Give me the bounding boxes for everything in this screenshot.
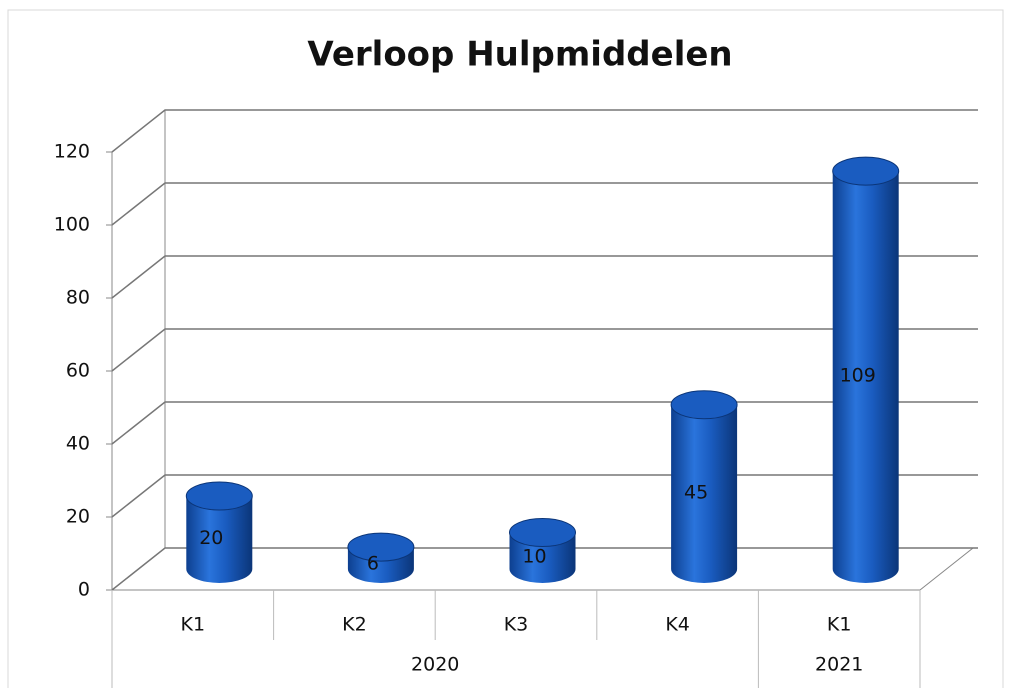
- bar-top: [347, 532, 415, 562]
- y-tick-label: 80: [66, 287, 90, 309]
- data-label: 20: [199, 527, 223, 549]
- x-tick-label: K1: [181, 614, 206, 636]
- y-tick-label: 120: [54, 141, 90, 163]
- grid-line: [111, 255, 978, 299]
- data-label: 45: [684, 481, 708, 503]
- grid-line: [111, 109, 978, 153]
- x-tick-label: K1: [827, 614, 852, 636]
- x-tick-label: K2: [342, 614, 367, 636]
- data-label: 10: [522, 545, 546, 567]
- bar: [347, 547, 414, 584]
- bar: [671, 404, 738, 584]
- y-tick-label: 40: [66, 433, 90, 455]
- x-tick-label: K4: [665, 614, 690, 636]
- bar-top: [832, 156, 900, 186]
- y-tick-label: 0: [78, 579, 90, 601]
- data-label: 6: [367, 553, 379, 575]
- y-tick-label: 100: [54, 214, 90, 236]
- y-tick-label: 60: [66, 360, 90, 382]
- data-label: 109: [840, 365, 876, 387]
- bar-top: [185, 481, 253, 511]
- bar: [832, 171, 899, 584]
- x-tick-label: K3: [504, 614, 529, 636]
- grid-line: [111, 182, 978, 226]
- group-label: 2020: [411, 654, 459, 676]
- chart-frame: [7, 9, 1004, 688]
- chart-title: Verloop Hulpmiddelen: [307, 35, 732, 75]
- bar-top: [670, 390, 738, 420]
- y-tick-label: 20: [66, 506, 90, 528]
- bar-top: [509, 518, 576, 547]
- grid-line: [111, 328, 978, 372]
- bar: [186, 496, 253, 584]
- group-label: 2021: [815, 654, 863, 676]
